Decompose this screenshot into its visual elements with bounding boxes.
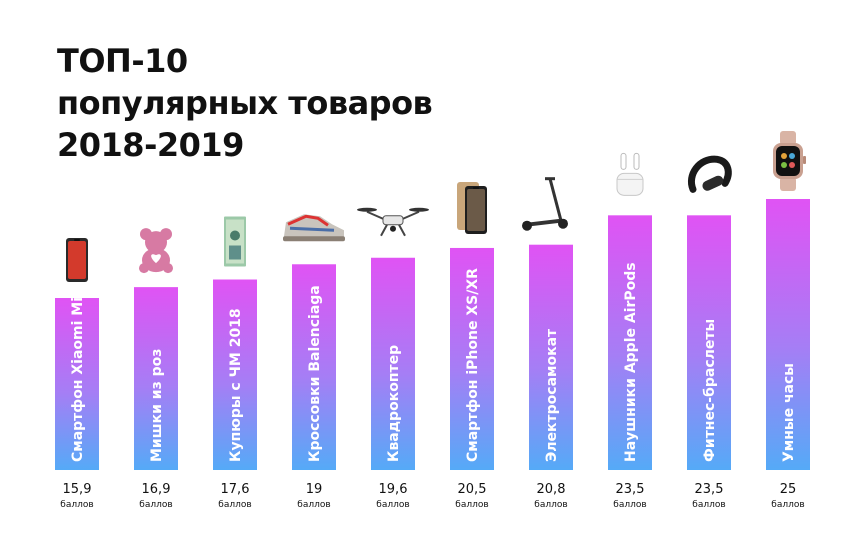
bar-6	[450, 247, 494, 470]
bar-unit-label: баллов	[60, 500, 93, 510]
bar-2	[134, 287, 178, 470]
bar-value-label: 16,9	[142, 482, 171, 497]
bar-category-label: Купюры с ЧМ 2018	[228, 308, 244, 462]
bar-unit-label: баллов	[139, 500, 172, 510]
bar-value-label: 15,9	[63, 482, 92, 497]
bar-value-label: 17,6	[221, 482, 250, 497]
banknote-icon	[224, 216, 246, 267]
bar-8	[608, 215, 652, 470]
bar-category-label: Кроссовки Balenciaga	[307, 285, 323, 462]
bar-10	[766, 199, 810, 470]
bar-value-label: 19	[306, 482, 323, 497]
bar-category-label: Наушники Apple AirPods	[623, 262, 639, 462]
chart-title-line-1: ТОП-10	[57, 42, 188, 80]
bar-4	[292, 264, 336, 470]
bar-value-label: 19,6	[379, 482, 408, 497]
phone-icon	[66, 238, 88, 282]
chart-title-line-2: популярных товаров	[57, 84, 433, 122]
scooter-icon	[522, 177, 568, 231]
bar-unit-label: баллов	[613, 500, 646, 510]
bar-value-label: 20,8	[537, 482, 566, 497]
bar-category-label: Умные часы	[781, 363, 797, 462]
bar-unit-label: баллов	[455, 500, 488, 510]
bar-value-label: 23,5	[616, 482, 645, 497]
drone-icon	[357, 207, 429, 237]
smartwatch-icon	[773, 131, 806, 191]
fitness-band-icon	[688, 155, 732, 193]
sneaker-icon	[283, 214, 345, 242]
chart-title-line-3: 2018-2019	[57, 126, 244, 164]
bar-unit-label: баллов	[771, 500, 804, 510]
airpods-icon	[616, 152, 644, 196]
bar-value-label: 20,5	[458, 482, 487, 497]
bar-unit-label: баллов	[218, 500, 251, 510]
bar-value-label: 25	[780, 482, 797, 497]
bar-category-label: Смартфон Xiaomi Mi 8	[70, 282, 86, 462]
chart-title: ТОП-10 популярных товаров 2018-2019	[57, 40, 433, 166]
iphone-icon	[457, 181, 487, 234]
bar-category-label: Квадрокоптер	[386, 345, 402, 462]
bar-7	[529, 244, 573, 470]
bar-9	[687, 215, 731, 470]
teddy-bear-icon	[139, 228, 173, 274]
bar-category-label: Фитнес-браслеты	[702, 319, 718, 462]
bar-1	[55, 298, 99, 470]
bar-unit-label: баллов	[297, 500, 330, 510]
bar-unit-label: баллов	[534, 500, 567, 510]
bar-unit-label: баллов	[376, 500, 409, 510]
bar-5	[371, 257, 415, 470]
bar-unit-label: баллов	[692, 500, 725, 510]
bar-3	[213, 279, 257, 470]
bar-category-label: Электросамокат	[544, 328, 560, 462]
bar-category-label: Мишки из роз	[149, 349, 165, 462]
bar-category-label: Смартфон iPhone XS/XR	[465, 268, 481, 462]
bar-value-label: 23,5	[695, 482, 724, 497]
